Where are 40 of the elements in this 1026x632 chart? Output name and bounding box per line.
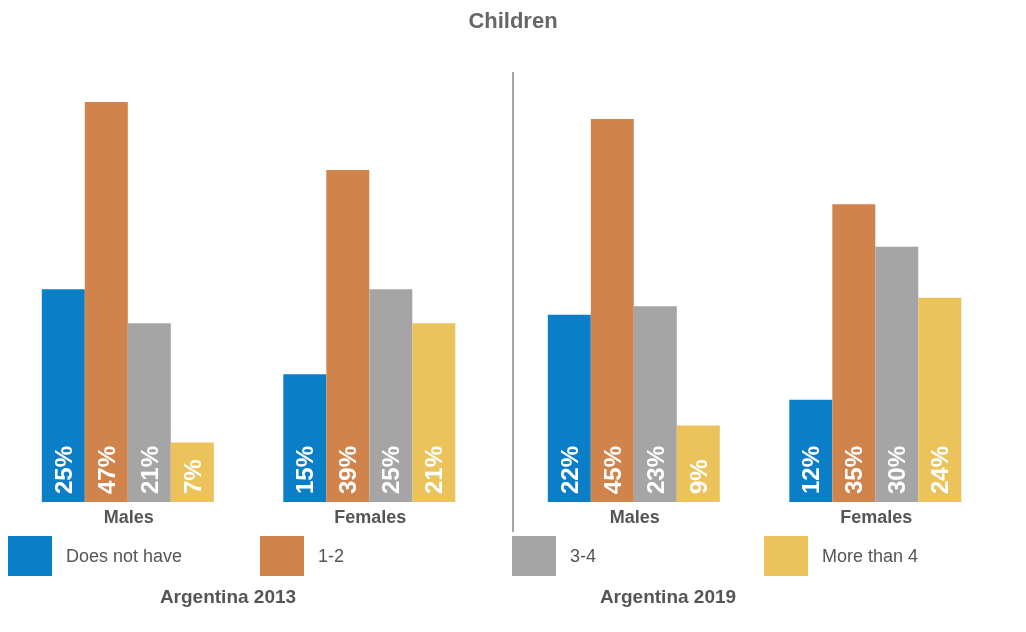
bar bbox=[283, 374, 327, 502]
chart-title: Children bbox=[467, 8, 559, 35]
data-label: 23% bbox=[641, 445, 669, 494]
bar bbox=[875, 246, 919, 502]
bar bbox=[84, 102, 128, 502]
data-label: 15% bbox=[291, 445, 319, 494]
bar bbox=[412, 323, 456, 502]
x-tick-label: Females bbox=[334, 506, 407, 527]
data-label: 25% bbox=[377, 445, 405, 494]
bar bbox=[326, 170, 370, 502]
data-label: 35% bbox=[840, 445, 868, 494]
x-tick-label: Males bbox=[609, 506, 660, 527]
bar bbox=[918, 297, 962, 502]
data-label: 25% bbox=[49, 445, 77, 494]
data-label: 39% bbox=[334, 445, 362, 494]
bar bbox=[127, 323, 171, 502]
x-axis-title: Argentina 2013 bbox=[158, 585, 298, 608]
legend-label: Does not have bbox=[66, 545, 183, 567]
bar bbox=[590, 119, 634, 502]
data-label: 9% bbox=[684, 459, 712, 494]
bar bbox=[633, 306, 677, 502]
x-tick-label: Females bbox=[840, 506, 913, 527]
bar bbox=[832, 204, 876, 502]
data-label: 21% bbox=[135, 445, 163, 494]
data-label: 21% bbox=[420, 445, 448, 494]
data-label: 47% bbox=[92, 445, 120, 494]
x-axis-title: Argentina 2019 bbox=[598, 585, 738, 608]
data-label: 7% bbox=[178, 459, 206, 494]
data-label: 24% bbox=[926, 445, 954, 494]
bar bbox=[547, 314, 591, 502]
bar bbox=[369, 289, 413, 502]
bar bbox=[41, 289, 85, 502]
data-label: 22% bbox=[555, 445, 583, 494]
x-tick-label: Males bbox=[103, 506, 154, 527]
data-label: 12% bbox=[797, 445, 825, 494]
legend-label: 3-4 bbox=[570, 545, 597, 567]
legend-label: 1-2 bbox=[318, 545, 345, 567]
legend-label: More than 4 bbox=[822, 545, 919, 567]
data-label: 30% bbox=[883, 445, 911, 494]
data-label: 45% bbox=[598, 445, 626, 494]
